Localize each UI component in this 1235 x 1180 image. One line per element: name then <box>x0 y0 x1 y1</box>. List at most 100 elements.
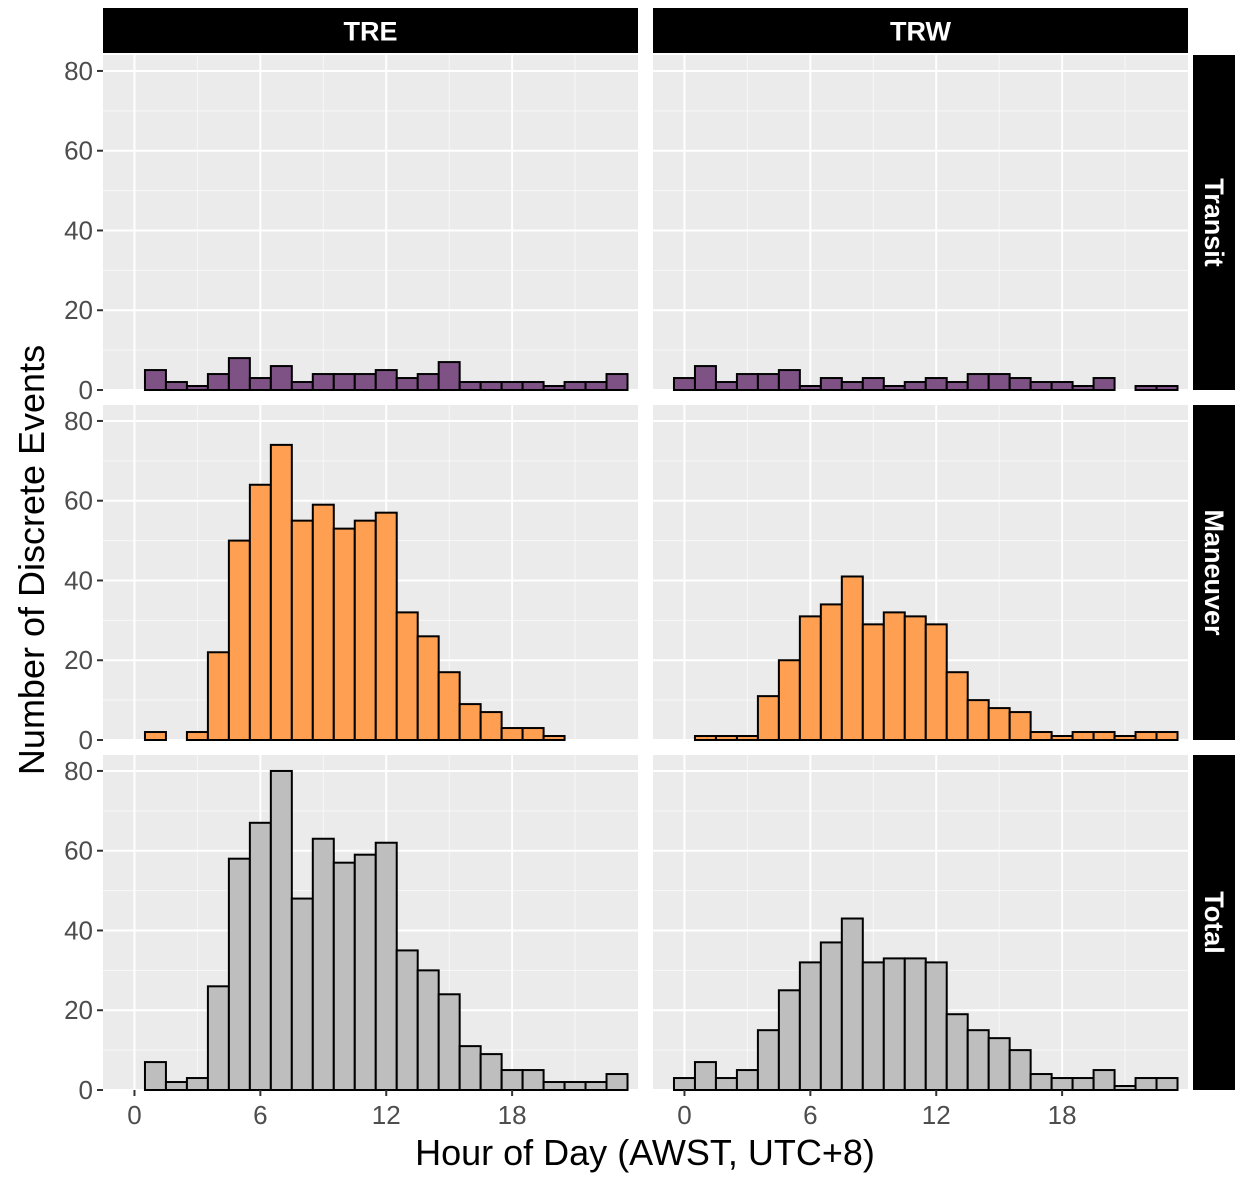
histogram-bar <box>437 361 461 392</box>
histogram-bar <box>1050 381 1074 391</box>
histogram-bar <box>777 659 801 741</box>
y-tick-label: 0 <box>79 725 93 755</box>
histogram-bar <box>756 373 780 391</box>
histogram-bar <box>185 385 209 391</box>
y-tick-label: 40 <box>64 565 93 595</box>
histogram-bar <box>1008 1049 1032 1091</box>
strip-transit-background <box>1193 55 1235 390</box>
histogram-bar <box>945 1013 969 1092</box>
histogram-bar <box>1134 1077 1158 1092</box>
y-tick-label: 80 <box>64 406 93 436</box>
strip-total-background <box>1193 755 1235 1090</box>
panels-layer <box>103 55 1188 1092</box>
histogram-bar <box>861 961 885 1092</box>
histogram-bar <box>735 735 759 741</box>
panel-background <box>103 55 638 390</box>
histogram-bar <box>185 1077 209 1092</box>
y-tick-label: 0 <box>79 1075 93 1105</box>
x-tick-label: 12 <box>922 1100 951 1130</box>
histogram-bar <box>777 989 801 1091</box>
histogram-bar <box>521 1069 545 1092</box>
histogram-bar <box>206 985 230 1091</box>
histogram-bar <box>1113 735 1137 741</box>
histogram-bar <box>395 949 419 1092</box>
histogram-bar <box>227 357 251 392</box>
histogram-bar <box>227 539 251 741</box>
y-tick-label: 80 <box>64 56 93 86</box>
histogram-bar <box>1134 731 1158 741</box>
histogram-bar <box>882 957 906 1092</box>
histogram-bar <box>756 1029 780 1092</box>
x-tick-label: 6 <box>803 1100 817 1130</box>
histogram-bar <box>903 381 927 391</box>
histogram-bar <box>882 611 906 742</box>
histogram-bar <box>311 373 335 391</box>
histogram-bar <box>479 1053 503 1092</box>
histogram-bar <box>945 381 969 391</box>
histogram-bar <box>479 381 503 391</box>
histogram-bar <box>1113 1085 1137 1092</box>
histogram-bar <box>353 853 377 1092</box>
panel-maneuver-tre <box>103 405 638 742</box>
panel-total-tre <box>103 755 638 1092</box>
histogram-bar <box>1071 731 1095 741</box>
x-tick-label: 6 <box>253 1100 267 1130</box>
histogram-bar <box>1155 385 1179 391</box>
strip-tre-label: TRE <box>344 17 398 47</box>
histogram-bar <box>1029 381 1053 391</box>
y-tick-label: 20 <box>64 645 93 675</box>
histogram-bar <box>185 731 209 741</box>
histogram-bar <box>1050 1077 1074 1092</box>
panel-maneuver-trw <box>653 405 1188 742</box>
histogram-bar <box>840 575 864 741</box>
histogram-bar <box>143 731 167 741</box>
histogram-bar <box>714 735 738 741</box>
histogram-bar <box>1050 735 1074 741</box>
histogram-bar <box>248 821 272 1091</box>
histogram-bar <box>542 735 566 741</box>
histogram-bar <box>269 443 293 741</box>
histogram-bar <box>479 711 503 741</box>
histogram-bar <box>819 941 843 1092</box>
x-tick-label: 12 <box>372 1100 401 1130</box>
histogram-bar <box>672 377 696 391</box>
histogram-bar <box>861 623 885 741</box>
histogram-bar <box>500 1069 524 1092</box>
histogram-bar <box>605 373 629 391</box>
y-tick-label: 40 <box>64 215 93 245</box>
strip-transit-label: Transit <box>1199 178 1229 267</box>
histogram-bar <box>563 381 587 391</box>
histogram-bar <box>416 635 440 741</box>
histogram-bar <box>1029 731 1053 741</box>
x-axis-title: Hour of Day (AWST, UTC+8) <box>415 1132 875 1173</box>
histogram-bar <box>714 381 738 391</box>
histogram-bar <box>563 1081 587 1091</box>
histogram-bar <box>903 615 927 741</box>
histogram-bar <box>1071 385 1095 391</box>
histogram-bar <box>798 615 822 741</box>
histogram-bar <box>248 377 272 391</box>
x-tick-label: 0 <box>127 1100 141 1130</box>
strip-trw-label: TRW <box>890 17 952 47</box>
histogram-bar <box>756 695 780 742</box>
histogram-bar <box>500 727 524 741</box>
histogram-bar <box>374 841 398 1091</box>
histogram-bar <box>248 483 272 741</box>
histogram-bar <box>1092 1069 1116 1092</box>
histogram-bar <box>332 373 356 391</box>
y-tick-label: 40 <box>64 915 93 945</box>
histogram-bar <box>1008 377 1032 391</box>
strip-maneuver-label: Maneuver <box>1199 509 1229 636</box>
histogram-bar <box>987 373 1011 391</box>
histogram-bar <box>945 671 969 742</box>
y-tick-label: 60 <box>64 136 93 166</box>
histogram-bar <box>521 727 545 741</box>
histogram-bar <box>1008 711 1032 741</box>
y-axis-title: Number of Discrete Events <box>11 345 52 775</box>
histogram-bar <box>1029 1073 1053 1091</box>
histogram-bar <box>542 1081 566 1091</box>
histogram-bar <box>521 381 545 391</box>
histogram-bar <box>1071 1077 1095 1092</box>
histogram-bar <box>290 519 314 742</box>
